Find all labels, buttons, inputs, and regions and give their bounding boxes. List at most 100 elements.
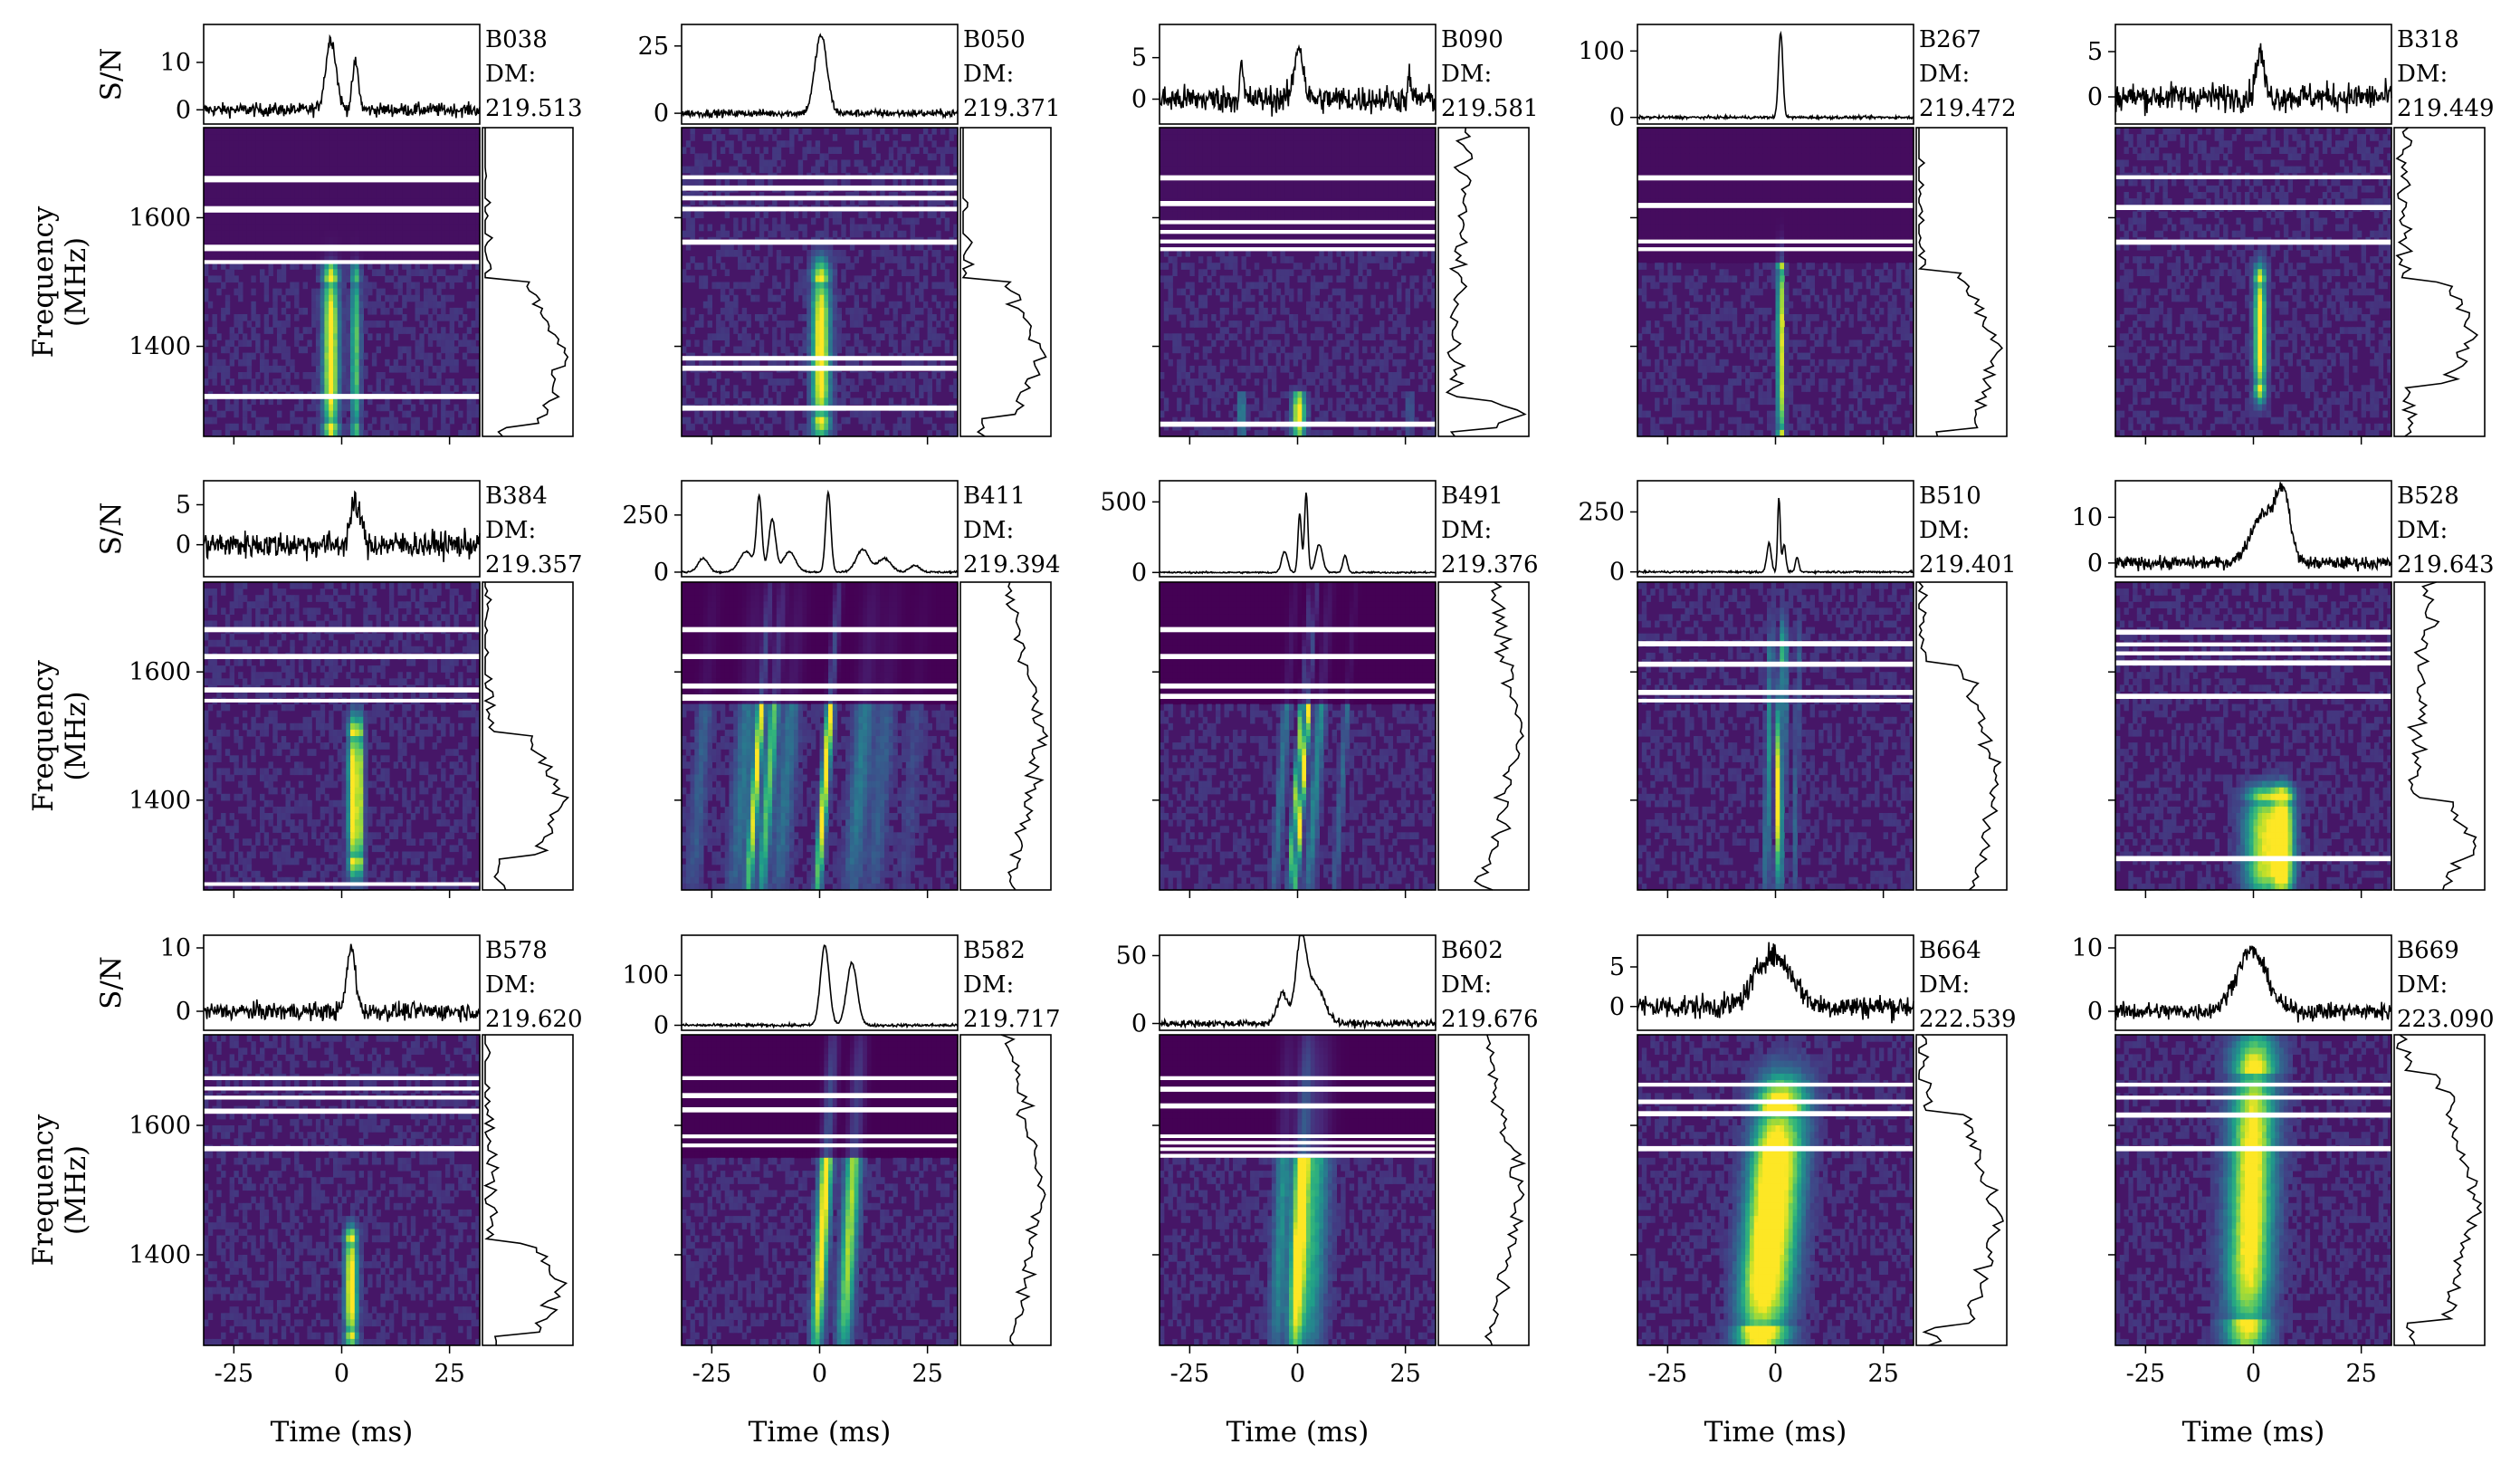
waterfall-cell [368,424,372,431]
waterfall-cell [1233,160,1237,167]
waterfall-cell [230,160,234,167]
waterfall-cell [1255,153,1259,160]
waterfall-cell [441,385,445,392]
waterfall-cell [213,225,217,232]
waterfall-cell [738,179,742,187]
waterfall-cell [324,308,329,315]
waterfall-cell [936,231,940,238]
waterfall-cell [1371,153,1376,160]
waterfall-cell [467,186,472,193]
waterfall-cell [424,353,428,360]
waterfall-cell [406,134,411,141]
waterfall-cell [230,167,234,174]
waterfall-cell [277,160,282,167]
waterfall-cell [1379,134,1384,141]
waterfall-cell [816,347,820,354]
waterfall-cell [747,320,751,328]
waterfall-cell [294,289,299,296]
waterfall-cell [453,134,458,141]
waterfall-cell [363,282,368,290]
waterfall-cell [807,327,811,334]
waterfall-cell [329,153,333,160]
waterfall-cell [225,186,230,193]
waterfall-cell [311,134,316,141]
sn-profile-line [1160,47,1436,117]
waterfall-cell [902,269,906,276]
waterfall-cell [755,424,759,431]
waterfall-cell [255,333,260,340]
waterfall-cell [424,301,428,309]
waterfall-cell [394,417,398,425]
waterfall-cell [329,417,333,425]
waterfall-cell [708,256,712,263]
waterfall-cell [342,153,347,160]
waterfall-cell [828,320,833,328]
waterfall-cell [923,147,928,154]
waterfall-cell [333,411,338,418]
waterfall-cell [884,256,889,263]
waterfall-cell [204,269,208,276]
waterfall-cell [450,134,454,141]
waterfall-cell [781,378,786,386]
waterfall-cell [307,340,311,347]
waterfall-cell [307,424,311,431]
waterfall-cell [1354,192,1359,199]
waterfall-cell [463,340,467,347]
waterfall-cell [833,263,837,270]
waterfall-cell [290,411,294,418]
waterfall-cell [1302,128,1306,135]
waterfall-cell [858,417,863,425]
waterfall-cell [764,391,768,398]
waterfall-cell [472,237,476,244]
waterfall-cell [798,372,803,379]
waterfall-cell [1427,160,1432,167]
waterfall-cell [204,340,208,347]
waterfall-cell [841,256,845,263]
waterfall-cell [372,237,377,244]
waterfall-cell [377,198,381,206]
waterfall-cell [355,186,359,193]
waterfall-cell [277,192,282,199]
waterfall-cell [216,128,221,135]
waterfall-cell [243,353,247,360]
waterfall-cell [311,417,316,425]
waterfall-cell [389,128,394,135]
waterfall-cell [738,256,742,263]
waterfall-cell [833,314,837,321]
waterfall-cell [329,134,333,141]
waterfall-cell [694,167,699,174]
waterfall-cell [1379,167,1384,174]
waterfall-cell [411,192,415,199]
waterfall-cell [1237,186,1242,193]
waterfall-cell [820,327,825,334]
waterfall-cell [833,411,837,418]
waterfall-cell [346,366,350,373]
waterfall-cell [816,167,820,174]
waterfall-cell [928,211,932,218]
waterfall-cell [472,198,476,206]
waterfall-cell [1263,134,1267,141]
waterfall-cell [785,140,789,148]
waterfall-cell [450,186,454,193]
waterfall-cell [1263,167,1267,174]
waterfall-cell [333,275,338,282]
waterfall-cell [820,314,825,321]
waterfall-cell [919,134,923,141]
waterfall-cell [311,192,316,199]
waterfall-cell [854,333,859,340]
waterfall-cell [472,411,476,418]
waterfall-cell [424,153,428,160]
waterfall-cell [225,275,230,282]
waterfall-cell [1414,186,1418,193]
waterfall-cell [772,153,777,160]
waterfall-cell [355,269,359,276]
waterfall-cell [320,282,325,290]
waterfall-cell [350,282,355,290]
waterfall-cell [889,167,893,174]
waterfall-cell [867,391,872,398]
waterfall-cell [428,314,433,321]
waterfall-cell [1319,140,1323,148]
waterfall-cell [820,372,825,379]
waterfall-cell [264,167,269,174]
waterfall-cell [346,295,350,302]
